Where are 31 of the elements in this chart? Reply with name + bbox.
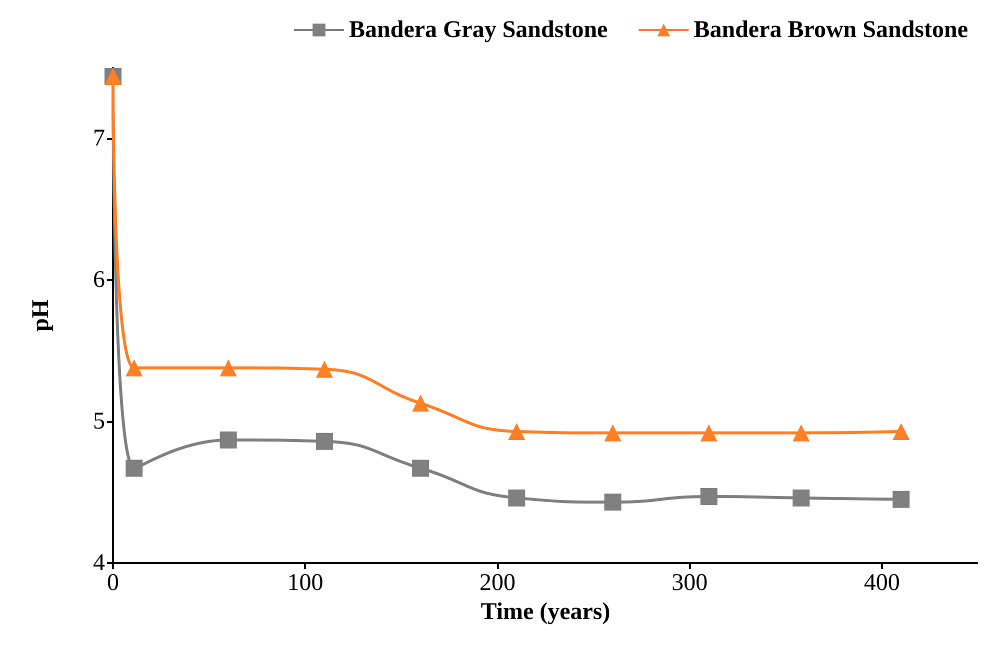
y-tick-label: 4 bbox=[93, 550, 105, 576]
point bbox=[508, 422, 526, 440]
point bbox=[220, 431, 237, 448]
legend-label: Bandera Brown Sandstone bbox=[694, 17, 968, 43]
point bbox=[604, 424, 622, 442]
point bbox=[792, 489, 810, 506]
point bbox=[604, 494, 622, 511]
point bbox=[792, 424, 810, 442]
x-tick-label: 0 bbox=[107, 570, 119, 596]
point bbox=[220, 359, 237, 376]
point bbox=[508, 489, 526, 506]
point bbox=[892, 422, 910, 440]
point bbox=[412, 460, 430, 477]
legend-label: Bandera Gray Sandstone bbox=[349, 17, 608, 43]
point bbox=[316, 432, 333, 450]
point bbox=[700, 488, 718, 506]
point bbox=[316, 360, 333, 378]
y-axis-title: pH bbox=[28, 299, 54, 332]
x-tick-label: 300 bbox=[672, 570, 708, 596]
y-tick-label: 7 bbox=[93, 126, 105, 152]
point bbox=[412, 394, 430, 412]
point bbox=[700, 424, 718, 442]
point bbox=[126, 460, 143, 477]
point bbox=[892, 490, 910, 508]
y-tick-label: 6 bbox=[93, 267, 105, 294]
point bbox=[126, 359, 143, 376]
x-axis-title: Time (years) bbox=[480, 598, 610, 625]
x-tick-label: 100 bbox=[287, 570, 324, 596]
x-tick-label: 200 bbox=[479, 570, 516, 596]
x-tick-label: 400 bbox=[864, 570, 900, 596]
y-tick-label: 5 bbox=[93, 408, 105, 435]
